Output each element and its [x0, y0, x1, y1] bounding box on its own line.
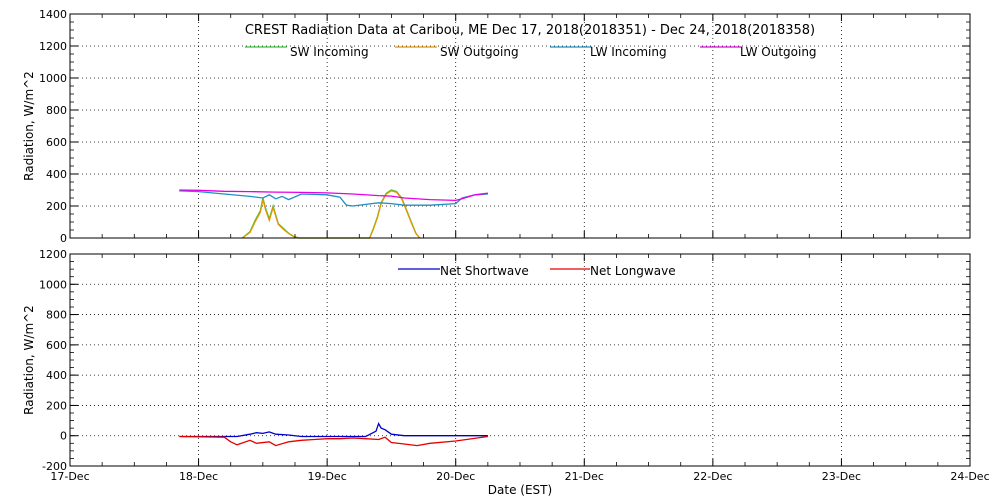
x-tick-label: 23-Dec [822, 470, 861, 483]
bottom-y-tick-label: 400 [46, 369, 67, 382]
bottom-y-tick-label: 0 [60, 430, 67, 443]
top-y-tick-label: 1000 [39, 72, 67, 85]
top-y-tick-label: 600 [46, 136, 67, 149]
top-series-lw-incoming [179, 190, 488, 207]
legend-net-longwave: Net Longwave [590, 264, 676, 278]
legend-sw-outgoing: SW Outgoing [440, 45, 519, 59]
x-tick-label: 18-Dec [179, 470, 218, 483]
bottom-series-net-shortwave [179, 422, 488, 438]
top-y-tick-label: 1200 [39, 40, 67, 53]
legend-sw-incoming: SW Incoming [290, 45, 369, 59]
bottom-y-tick-label: 800 [46, 309, 67, 322]
bottom-y-tick-label: 1000 [39, 278, 67, 291]
bottom-y-tick-label: 1200 [39, 248, 67, 261]
x-tick-label: 22-Dec [693, 470, 732, 483]
top-y-tick-label: 800 [46, 104, 67, 117]
chart-title: CREST Radiation Data at Caribou, ME Dec … [245, 23, 815, 38]
bottom-panel-frame [69, 253, 971, 467]
x-tick-label: 21-Dec [565, 470, 604, 483]
bottom-y-tick-label: -200 [42, 460, 67, 473]
top-series-lw-outgoing [179, 189, 488, 202]
top-y-tick-label: 1400 [39, 8, 67, 21]
top-legend: SW Incoming SW Outgoing LW Incoming LW O… [245, 45, 817, 59]
top-y-tick-label: 0 [60, 232, 67, 245]
top-y-tick-label: 200 [46, 200, 67, 213]
x-tick-label: 24-Dec [950, 470, 989, 483]
top-y-tick-label: 400 [46, 168, 67, 181]
x-tick-label: 17-Dec [50, 470, 89, 483]
x-tick-label: 20-Dec [436, 470, 475, 483]
top-y-axis-label: Radiation, W/m^2 [22, 71, 36, 181]
top-panel-frame [69, 13, 971, 239]
bottom-y-axis-label: Radiation, W/m^2 [22, 305, 36, 415]
bottom-legend: Net Shortwave Net Longwave [398, 264, 676, 278]
x-tick-label: 19-Dec [308, 470, 347, 483]
legend-lw-outgoing: LW Outgoing [740, 45, 817, 59]
legend-net-shortwave: Net Shortwave [440, 264, 529, 278]
bottom-y-tick-label: 200 [46, 399, 67, 412]
x-axis-label: Date (EST) [488, 483, 552, 497]
bottom-y-tick-label: 600 [46, 339, 67, 352]
legend-lw-incoming: LW Incoming [590, 45, 667, 59]
bottom-series-net-longwave [179, 435, 488, 447]
